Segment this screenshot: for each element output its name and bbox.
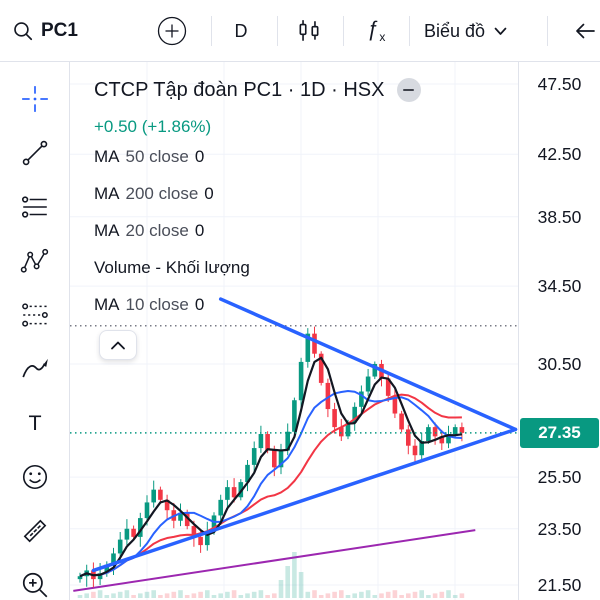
arrow-left-icon	[576, 23, 595, 39]
top-toolbar: PC1 D ƒx Biểu đồ	[0, 0, 600, 62]
layout-select-button[interactable]: Biểu đồ	[424, 0, 507, 62]
symbol-label: PC1	[41, 20, 78, 41]
candlestick-icon	[299, 20, 319, 41]
zoom-in-icon	[22, 572, 47, 598]
indicator-row-ma10[interactable]: MA 10 close 0	[94, 295, 421, 315]
indicator-row-ma20[interactable]: MA 20 close 0	[94, 221, 421, 241]
ma-line-w18	[79, 393, 462, 578]
tool-brush[interactable]	[17, 354, 53, 384]
chart-style-button[interactable]	[292, 15, 326, 47]
chart-pane[interactable]: CTCP Tập đoàn PC1 · 1D · HSX +0.50 (+1.8…	[70, 62, 518, 600]
xabcd-pattern-icon	[20, 248, 48, 273]
price-axis[interactable]: 47.50 42.50 38.50 34.50 30.50 25.50 23.50 21.50…	[518, 62, 600, 600]
price-tick: 47.50	[537, 74, 582, 94]
tool-xabcd-pattern[interactable]	[17, 246, 53, 276]
current-price-badge: 27.35	[520, 417, 599, 448]
indicator-label: MA	[94, 147, 120, 166]
fx-icon: ƒx	[366, 17, 386, 45]
add-button[interactable]	[155, 14, 189, 48]
indicator-value: 0	[204, 184, 214, 203]
indicator-row-ma50[interactable]: MA 50 close 0	[94, 147, 421, 167]
toolbar-divider	[343, 16, 344, 46]
ma-line-w4	[79, 356, 463, 578]
minus-icon	[403, 89, 414, 91]
indicator-params: 200 close	[125, 184, 199, 203]
price-tick: 21.50	[537, 574, 582, 595]
search-icon	[14, 22, 33, 41]
volume-bars	[77, 552, 465, 598]
tool-zoom-in[interactable]	[17, 570, 53, 600]
toolbar-divider	[547, 16, 548, 46]
tool-text[interactable]: T	[17, 408, 53, 438]
indicator-row-ma200[interactable]: MA 200 close 0	[94, 184, 421, 204]
price-tick: 30.50	[537, 353, 582, 374]
ma-line-w9	[79, 390, 462, 578]
ruler-icon	[23, 519, 46, 543]
indicator-params: 50 close	[125, 147, 189, 166]
interval-label: D	[234, 20, 248, 41]
indicator-label: MA	[94, 221, 120, 240]
indicator-value: 0	[194, 221, 205, 240]
price-tick: 25.50	[537, 467, 582, 488]
plus-circle-icon	[157, 16, 187, 46]
undo-button[interactable]	[570, 15, 600, 47]
price-chart[interactable]	[70, 62, 518, 600]
indicator-label: MA	[94, 184, 120, 203]
collapse-legend-button[interactable]	[99, 330, 137, 360]
indicator-label: Volume - Khối lượng	[94, 258, 250, 277]
toolbar-divider	[277, 16, 278, 46]
tool-trend-line[interactable]	[17, 138, 53, 168]
ma200-line	[73, 529, 476, 592]
trend-line-icon	[22, 140, 47, 166]
indicators-button[interactable]: ƒx	[356, 15, 396, 47]
indicator-params: 10 close	[125, 295, 189, 314]
indicator-params: 20 close	[125, 221, 189, 240]
tool-ruler[interactable]	[17, 516, 53, 546]
emoji-icon	[22, 464, 47, 490]
interval-button[interactable]: D	[224, 0, 258, 62]
candles	[77, 326, 465, 588]
trendline[interactable]	[218, 297, 518, 432]
toolbar-divider	[409, 16, 410, 46]
toolbar-divider	[211, 16, 212, 46]
indicator-row-volume[interactable]: Volume - Khối lượng	[94, 258, 421, 278]
price-tick: 23.50	[537, 518, 582, 539]
svg-text:T: T	[28, 411, 41, 435]
drawing-toolbar: T	[0, 62, 70, 600]
text-tool-icon: T	[28, 411, 41, 435]
fib-levels-icon	[21, 196, 47, 218]
crosshair-icon	[21, 86, 48, 112]
tool-horizontal-levels[interactable]	[17, 192, 53, 222]
hide-legend-button[interactable]	[396, 78, 421, 102]
layout-label: Biểu đồ	[424, 20, 486, 41]
trendline[interactable]	[91, 427, 518, 573]
price-tick: 38.50	[537, 206, 582, 227]
symbol-search-button[interactable]: PC1	[12, 0, 78, 62]
brush-icon	[21, 358, 48, 378]
tool-crosshair[interactable]	[17, 84, 53, 114]
chevron-up-icon	[111, 341, 125, 349]
tool-emoji[interactable]	[17, 462, 53, 492]
indicator-value: 0	[194, 295, 205, 314]
price-tick: 42.50	[537, 144, 582, 165]
tool-projection[interactable]	[17, 300, 53, 330]
projection-icon	[21, 303, 48, 327]
indicator-value: 0	[194, 147, 205, 166]
chevron-down-icon	[494, 27, 507, 35]
indicator-label: MA	[94, 295, 120, 314]
price-tick: 34.50	[537, 276, 582, 297]
